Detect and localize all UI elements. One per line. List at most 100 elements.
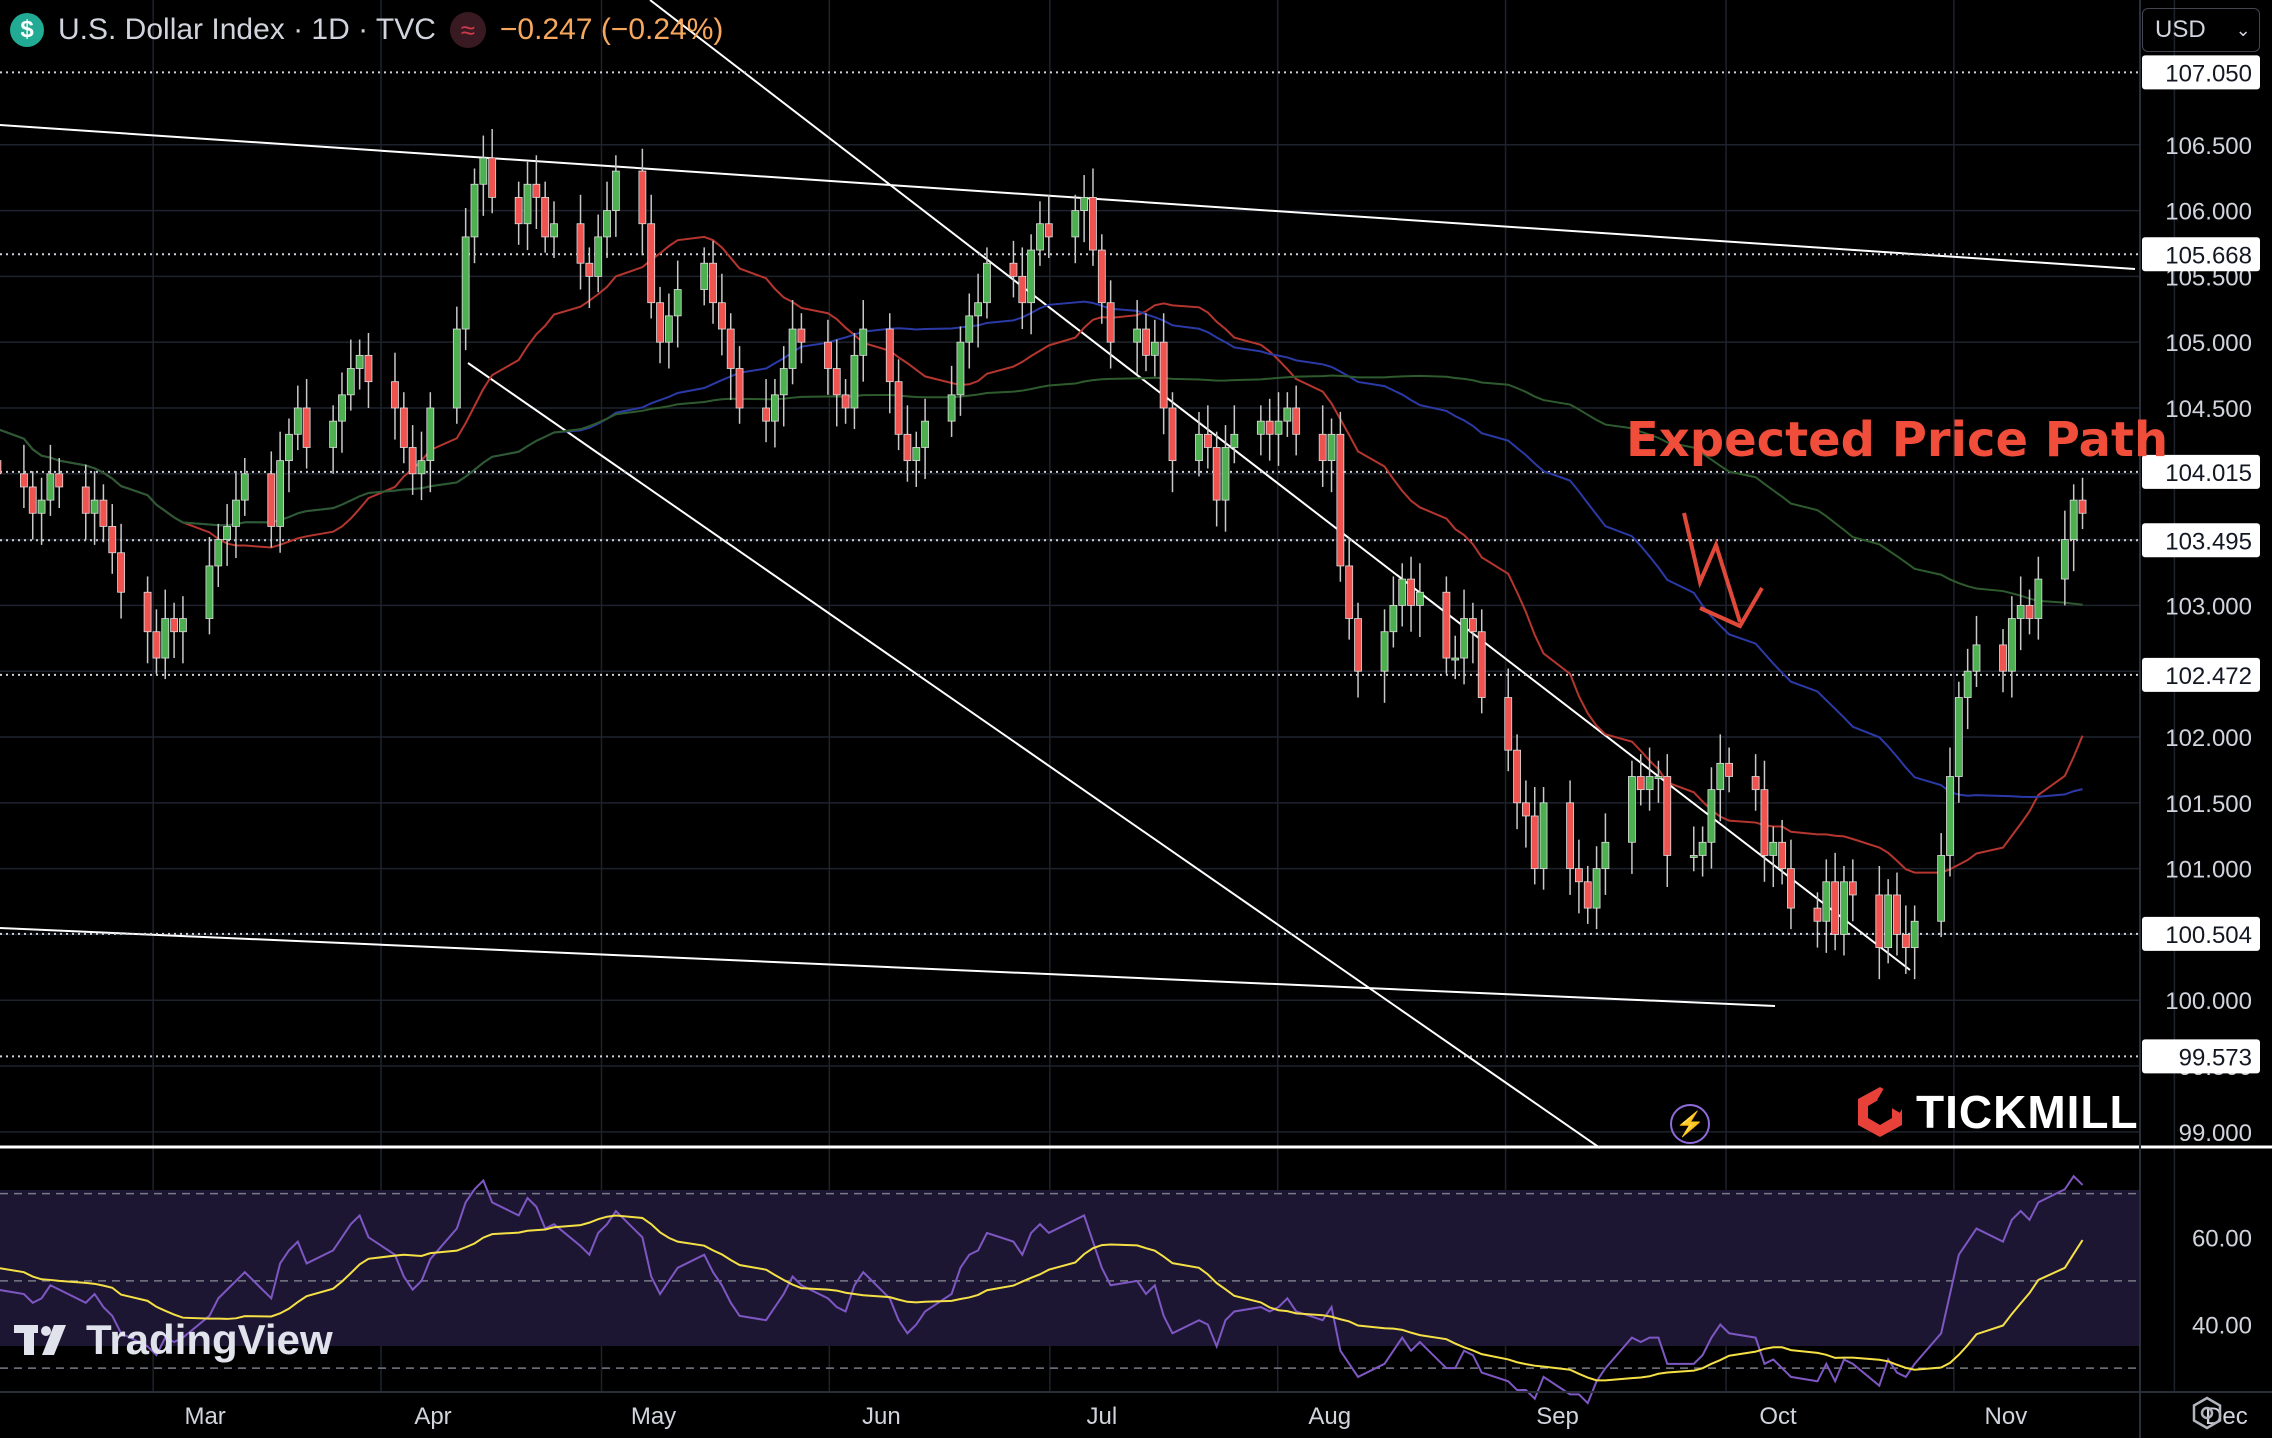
candle-body xyxy=(1071,210,1080,238)
candle-body xyxy=(2025,605,2034,619)
wave-icon[interactable]: ≈ xyxy=(449,12,486,48)
candle-body xyxy=(1265,420,1274,435)
candle-body xyxy=(293,407,302,435)
candle-body xyxy=(2069,499,2078,540)
candle-body xyxy=(921,420,929,448)
candle-body xyxy=(346,368,355,396)
candle-body xyxy=(1195,433,1203,462)
candle-body xyxy=(974,302,983,317)
candle-body xyxy=(408,447,417,475)
candle-body xyxy=(1963,670,1972,698)
candle-body xyxy=(903,433,912,462)
candle-body xyxy=(179,618,187,633)
candle-body xyxy=(1415,591,1424,606)
moving-average-line xyxy=(0,235,2084,874)
trend-line-channel-bottom xyxy=(467,362,1601,1149)
time-tick-label: Sep xyxy=(1536,1403,1579,1430)
price-label-text: 107.050 xyxy=(2165,60,2252,87)
candle-body xyxy=(1822,881,1831,922)
candle-body xyxy=(1097,249,1106,304)
candle-body xyxy=(859,328,868,356)
tickmill-logo: TICKMILL xyxy=(1856,1080,2139,1144)
candle-body xyxy=(170,618,178,633)
candle-body xyxy=(1937,855,1946,922)
candle-body xyxy=(267,473,276,527)
candle-body xyxy=(232,499,240,527)
price-axis: 106.500106.000105.500105.000104.500104.0… xyxy=(2142,55,2260,1340)
candle-body xyxy=(81,486,90,514)
candle-body xyxy=(1477,631,1486,698)
settings-gear-icon[interactable] xyxy=(2190,1396,2224,1430)
candle-body xyxy=(2078,499,2087,514)
candle-body xyxy=(638,170,647,225)
candle-body xyxy=(152,631,161,659)
moving-average-line xyxy=(0,300,2083,799)
price-tick-label: 105.000 xyxy=(2165,330,2252,357)
candle-body xyxy=(576,223,585,264)
candle-body xyxy=(1089,197,1097,251)
candle-body xyxy=(1336,433,1345,567)
candle-body xyxy=(532,183,541,198)
candle-body xyxy=(223,526,232,540)
price-tick-label: 100.000 xyxy=(2165,988,2252,1015)
candle-body xyxy=(1027,249,1036,304)
candle-body xyxy=(108,526,117,554)
time-tick-label: Oct xyxy=(1759,1403,1797,1430)
candle-body xyxy=(214,539,223,567)
price-tick-label: 102.000 xyxy=(2165,725,2252,752)
rsi-tick-label: 40.00 xyxy=(2192,1313,2252,1340)
chart-title[interactable]: U.S. Dollar Index · 1D · TVC xyxy=(58,13,436,46)
candle-body xyxy=(0,460,2,475)
candle-body xyxy=(523,183,532,225)
tradingview-wordmark: TradingView xyxy=(86,1316,333,1363)
candle-body xyxy=(1318,433,1327,462)
price-label-badge xyxy=(2142,1039,2260,1074)
price-label-badge xyxy=(2142,523,2260,558)
expected-price-path-label: Expected Price Path xyxy=(1626,412,2169,468)
candle-body xyxy=(1327,433,1336,462)
candle-body xyxy=(824,341,832,369)
candle-body xyxy=(1628,776,1636,843)
candle-body xyxy=(2034,578,2043,619)
time-tick-label: Jul xyxy=(1087,1403,1118,1430)
candle-body xyxy=(550,223,558,238)
candle-body xyxy=(1769,841,1778,856)
candle-body xyxy=(338,394,346,422)
trend-line-channel-top xyxy=(649,0,1911,971)
candle-body xyxy=(1698,841,1707,856)
candle-body xyxy=(514,197,523,225)
candle-body xyxy=(479,157,488,185)
time-tick-label: Aug xyxy=(1308,1403,1351,1430)
candle-body xyxy=(779,368,788,396)
price-label-text: 102.472 xyxy=(2165,663,2252,690)
candle-body xyxy=(788,328,797,369)
candle-body xyxy=(364,354,373,383)
candle-body xyxy=(1345,565,1354,619)
candle-body xyxy=(1725,762,1734,777)
candle-body xyxy=(1592,868,1601,909)
candle-body xyxy=(1106,302,1115,343)
candle-body xyxy=(1751,776,1760,791)
candle-body xyxy=(947,394,956,422)
candle-body xyxy=(1831,881,1840,935)
candle-body xyxy=(1566,802,1574,870)
candle-body xyxy=(1407,578,1415,606)
price-tick-label: 106.000 xyxy=(2165,199,2252,226)
candle-body xyxy=(709,262,717,304)
currency-label: USD xyxy=(2155,16,2206,43)
currency-select[interactable]: USD ⌄ xyxy=(2142,8,2260,52)
trend-line-upper xyxy=(0,124,2136,270)
candle-body xyxy=(1142,328,1150,356)
candle-body xyxy=(1468,618,1477,633)
time-tick-label: Nov xyxy=(1985,1403,2028,1430)
lightning-icon[interactable]: ⚡ xyxy=(1670,1104,1710,1144)
dollar-icon[interactable]: $ xyxy=(10,13,44,47)
candle-body xyxy=(965,315,974,343)
price-tick-label: 103.000 xyxy=(2165,593,2252,620)
candle-body xyxy=(1150,341,1159,356)
candle-body xyxy=(2060,539,2069,580)
time-tick-label: Jun xyxy=(862,1403,901,1430)
candle-body xyxy=(1036,223,1044,251)
price-tick-label: 101.000 xyxy=(2165,857,2252,884)
candle-body xyxy=(426,407,435,462)
